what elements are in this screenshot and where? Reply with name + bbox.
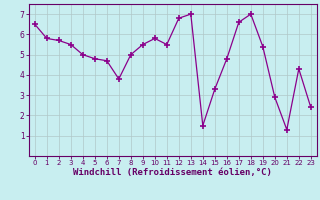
X-axis label: Windchill (Refroidissement éolien,°C): Windchill (Refroidissement éolien,°C): [73, 168, 272, 177]
